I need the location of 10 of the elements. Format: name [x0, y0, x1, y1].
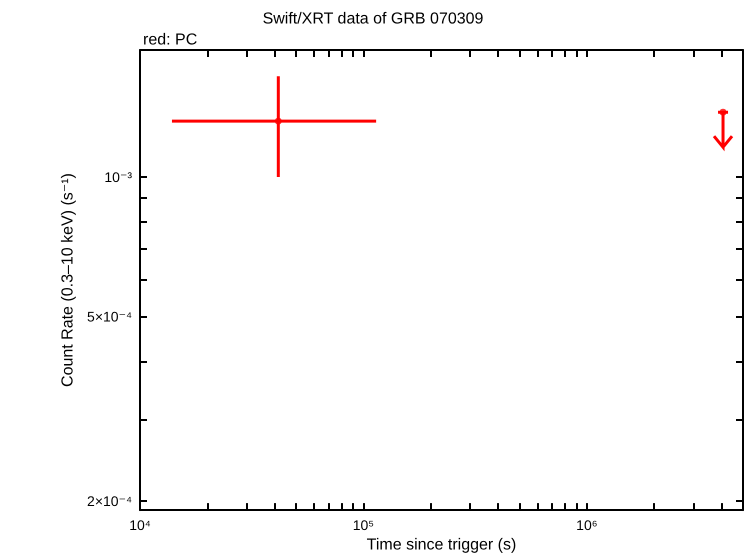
y-tick-label: 5×10⁻⁴ — [87, 308, 132, 324]
y-axis-title: Count Rate (0.3–10 keV) (s⁻¹) — [60, 173, 77, 387]
x-tick-label: 10⁵ — [352, 517, 374, 534]
x-tick-label: 10⁴ — [129, 517, 151, 534]
chart-title: Swift/XRT data of GRB 070309 — [262, 10, 484, 28]
chart-subtitle: red: PC — [143, 32, 198, 48]
x-tick-label: 10⁶ — [576, 517, 598, 534]
y-tick-label: 2×10⁻⁴ — [87, 492, 132, 509]
x-axis-title: Time since trigger (s) — [366, 536, 516, 554]
y-tick-label: 10⁻³ — [104, 169, 132, 186]
